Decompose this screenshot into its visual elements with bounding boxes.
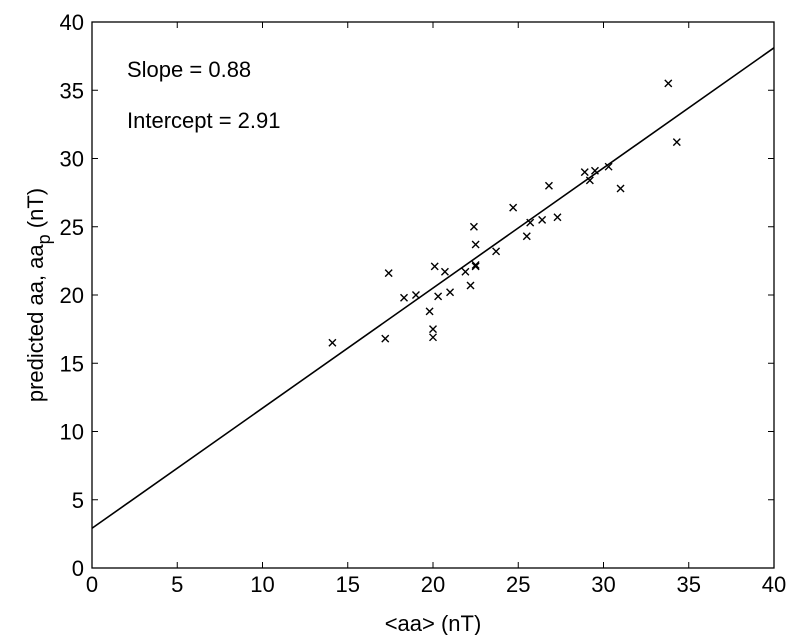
data-point-marker [492,247,501,256]
y-tick-label: 30 [60,147,84,172]
intercept-annotation: Intercept = 2.91 [127,108,281,133]
y-tick-label: 5 [72,488,84,513]
data-point-marker [446,288,455,297]
y-tick-label: 20 [60,283,84,308]
data-point-marker [384,269,393,278]
axis-ticks [91,21,775,569]
y-axis-title-main: predicted aa, aa [23,244,48,403]
data-point-marker [538,215,547,224]
data-point-marker [544,181,553,190]
x-tick-label: 25 [506,572,530,597]
x-axis-title: <aa> (nT) [385,611,482,635]
x-tick-label: 5 [171,572,183,597]
data-point-marker [434,292,443,301]
data-point-marker [585,176,594,185]
y-axis-title-unit: (nT) [23,188,48,234]
y-tick-label: 35 [60,78,84,103]
data-point-marker [381,334,390,343]
y-axis-title-subscript: p [34,234,54,244]
data-point-marker [471,260,480,269]
data-point-marker [590,166,599,175]
data-point-marker [580,168,589,177]
data-point-marker [526,218,535,227]
plot-frame [91,21,775,569]
fit-line [91,47,775,529]
data-point-marker [553,213,562,222]
y-tick-label: 40 [60,10,84,35]
data-point-marker [425,307,434,316]
data-points [328,79,681,347]
y-tick-label: 15 [60,351,84,376]
y-tick-label: 0 [72,556,84,581]
data-point-marker [471,262,480,271]
y-tick-label: 10 [60,420,84,445]
y-tick-label: 25 [60,215,84,240]
data-point-marker [522,232,531,241]
data-point-marker [471,240,480,249]
axis-tick-labels: 0 5 10 15 20 25 30 35 40 0 5 10 15 20 25 30 35 40 [60,10,787,597]
data-point-marker [411,291,420,299]
data-point-marker [400,293,409,302]
data-point-marker [440,267,449,276]
slope-annotation: Slope = 0.88 [127,57,251,82]
x-tick-label: 40 [762,572,786,597]
x-tick-label: 30 [591,572,615,597]
data-point-marker [672,138,681,147]
data-point-marker [466,281,475,290]
y-axis-title: predicted aa, aap (nT) [23,188,54,402]
data-point-marker [328,338,337,347]
x-tick-label: 0 [86,572,98,597]
data-point-marker [461,267,470,276]
data-point-marker [469,222,478,231]
data-point-marker [664,79,673,88]
data-point-marker [509,203,518,212]
data-point-marker [604,162,613,171]
x-tick-label: 20 [421,572,445,597]
x-tick-label: 15 [336,572,360,597]
x-tick-label: 35 [677,572,701,597]
x-tick-label: 10 [250,572,274,597]
data-point-marker [430,262,439,271]
data-point-marker [429,325,437,334]
data-point-marker [429,333,437,342]
data-point-marker [616,184,625,193]
